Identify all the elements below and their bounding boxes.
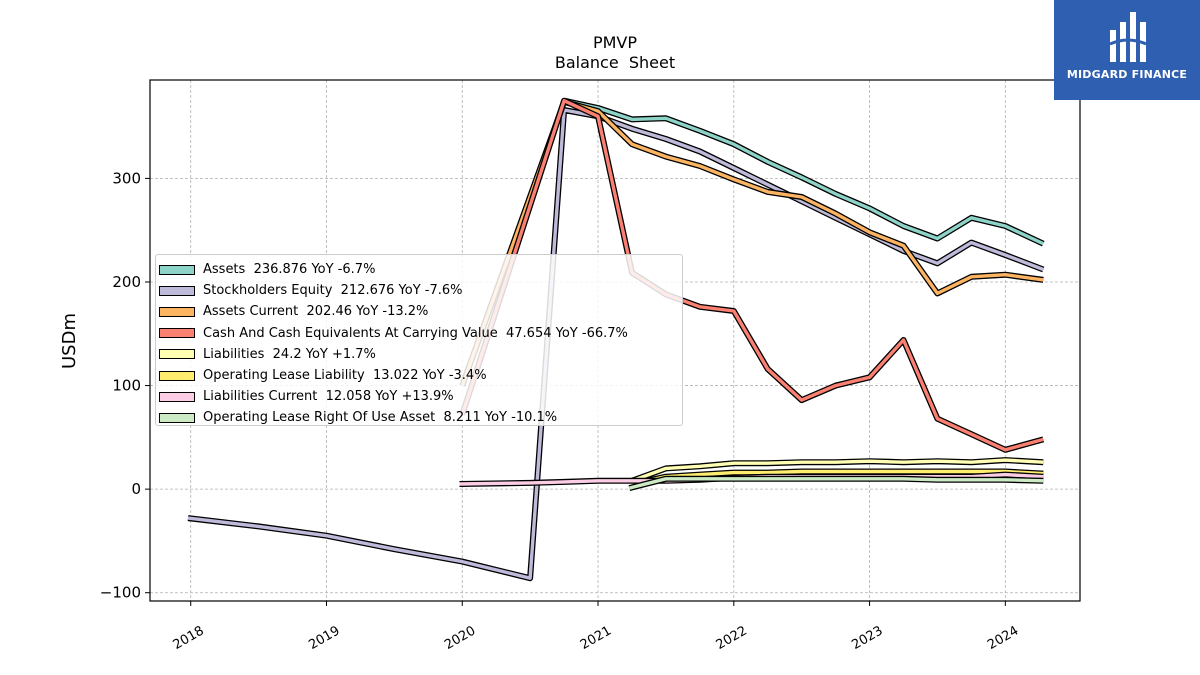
series-line (631, 458, 1044, 483)
legend-swatch (159, 328, 195, 339)
y-tick-label: 100 (112, 377, 141, 395)
y-tick-label: −100 (100, 584, 141, 602)
series-line (187, 108, 1044, 580)
series-line (628, 477, 1044, 490)
series-line (563, 99, 1045, 246)
legend-item: Operating Lease Right Of Use Asset 8.211… (159, 407, 682, 428)
legend-label: Liabilities 24.2 YoY +1.7% (203, 346, 376, 362)
series-line (460, 98, 1044, 452)
midgard-finance-logo: MIDGARD FINANCE (1054, 0, 1200, 100)
legend-item: Stockholders Equity 212.676 YoY -7.6% (159, 280, 682, 301)
legend-item: Operating Lease Liability 13.022 YoY -3.… (159, 365, 682, 386)
legend-label: Stockholders Equity 212.676 YoY -7.6% (203, 283, 463, 299)
legend-swatch (159, 370, 195, 381)
legend-label: Assets 236.876 YoY -6.7% (203, 262, 376, 278)
y-tick-label: 200 (112, 273, 141, 291)
legend-item: Liabilities Current 12.058 YoY +13.9% (159, 386, 682, 407)
series-line (460, 100, 1044, 387)
legend-label: Operating Lease Right Of Use Asset 8.211… (203, 410, 558, 426)
legend-swatch (159, 264, 195, 275)
legend-label: Cash And Cash Equivalents At Carrying Va… (203, 325, 628, 341)
series-layer (187, 97, 1045, 582)
legend-swatch (159, 391, 195, 402)
legend-label: Liabilities Current 12.058 YoY +13.9% (203, 389, 454, 405)
y-tick-label: 0 (131, 480, 141, 498)
y-tick-label: 300 (112, 169, 141, 187)
chart-title: PMVP (593, 33, 637, 52)
legend-item: Assets 236.876 YoY -6.7% (159, 259, 682, 280)
legend-label: Assets Current 202.46 YoY -13.2% (203, 304, 429, 320)
legend-item: Cash And Cash Equivalents At Carrying Va… (159, 323, 682, 344)
legend-item: Assets Current 202.46 YoY -13.2% (159, 301, 682, 322)
plot-frame (149, 79, 1081, 602)
legend-swatch (159, 349, 195, 360)
legend-item: Liabilities 24.2 YoY +1.7% (159, 344, 682, 365)
legend-swatch (159, 306, 195, 317)
grid-layer (150, 80, 1080, 601)
chart-subtitle: Balance Sheet (555, 53, 675, 72)
logo-text: MIDGARD FINANCE (1066, 68, 1188, 81)
y-axis-label: USDm (59, 313, 80, 369)
logo-mark-icon (1109, 12, 1147, 62)
legend-swatch (159, 285, 195, 296)
legend-swatch (159, 412, 195, 423)
legend-label: Operating Lease Liability 13.022 YoY -3.… (203, 368, 487, 384)
chart-legend: Assets 236.876 YoY -6.7% Stockholders Equ… (155, 254, 683, 426)
series-line (631, 469, 1044, 486)
